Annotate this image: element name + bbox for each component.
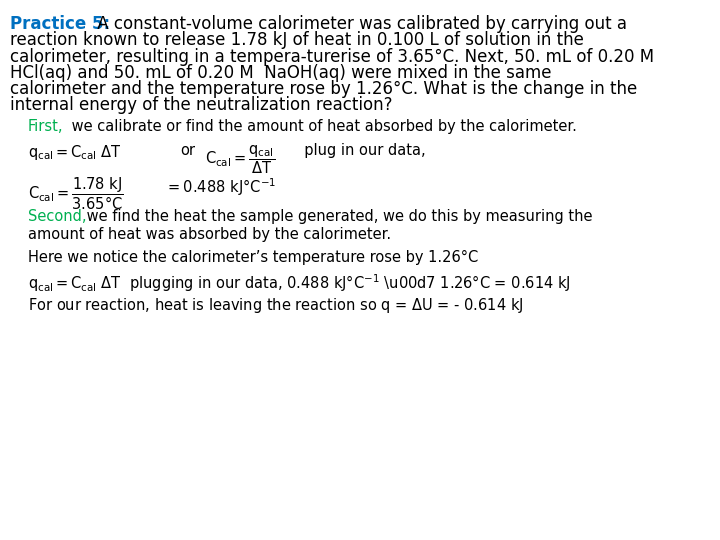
Text: Second,: Second, (28, 209, 86, 224)
Text: $\mathrm{q_{cal} = C_{cal}\ \Delta T}$: $\mathrm{q_{cal} = C_{cal}\ \Delta T}$ (28, 143, 122, 163)
Text: we calibrate or find the amount of heat absorbed by the calorimeter.: we calibrate or find the amount of heat … (67, 118, 577, 133)
Text: HCl(aq) and 50. mL of 0.20 M  NaOH(aq) were mixed in the same: HCl(aq) and 50. mL of 0.20 M NaOH(aq) we… (10, 64, 552, 82)
Text: plug in our data,: plug in our data, (295, 143, 426, 158)
Text: $\mathrm{C_{cal} = \dfrac{1.78\ kJ}{3.65°C}}$: $\mathrm{C_{cal} = \dfrac{1.78\ kJ}{3.65… (28, 176, 124, 212)
Text: internal energy of the neutralization reaction?: internal energy of the neutralization re… (10, 97, 392, 114)
Text: Here we notice the calorimeter’s temperature rose by 1.26°C: Here we notice the calorimeter’s tempera… (28, 250, 478, 265)
Text: Practice 5:: Practice 5: (10, 15, 110, 33)
Text: we find the heat the sample generated, we do this by measuring the: we find the heat the sample generated, w… (82, 209, 593, 224)
Text: First,: First, (28, 118, 63, 133)
Text: $\mathrm{= 0.488\ kJ°C^{-1}}$: $\mathrm{= 0.488\ kJ°C^{-1}}$ (165, 176, 276, 198)
Text: $\mathrm{q_{cal} = C_{cal}\ \Delta T}$  plugging in our data, 0.488 kJ°C$^{-1}$ : $\mathrm{q_{cal} = C_{cal}\ \Delta T}$ p… (28, 273, 571, 294)
Text: calorimeter and the temperature rose by 1.26°C. What is the change in the: calorimeter and the temperature rose by … (10, 80, 637, 98)
Text: or: or (180, 143, 195, 158)
Text: amount of heat was absorbed by the calorimeter.: amount of heat was absorbed by the calor… (28, 227, 391, 242)
Text: $\mathrm{C_{cal} = \dfrac{q_{cal}}{\Delta T}}$: $\mathrm{C_{cal} = \dfrac{q_{cal}}{\Delt… (205, 143, 275, 176)
Text: For our reaction, heat is leaving the reaction so q = $\mathrm{\Delta U}$ = - 0.: For our reaction, heat is leaving the re… (28, 296, 523, 315)
Text: calorimeter, resulting in a tempera-turerise of 3.65°C. Next, 50. mL of 0.20 M: calorimeter, resulting in a tempera-ture… (10, 48, 654, 65)
Text: A constant-volume calorimeter was calibrated by carrying out a: A constant-volume calorimeter was calibr… (92, 15, 627, 33)
Text: reaction known to release 1.78 kJ of heat in 0.100 L of solution in the: reaction known to release 1.78 kJ of hea… (10, 31, 584, 49)
